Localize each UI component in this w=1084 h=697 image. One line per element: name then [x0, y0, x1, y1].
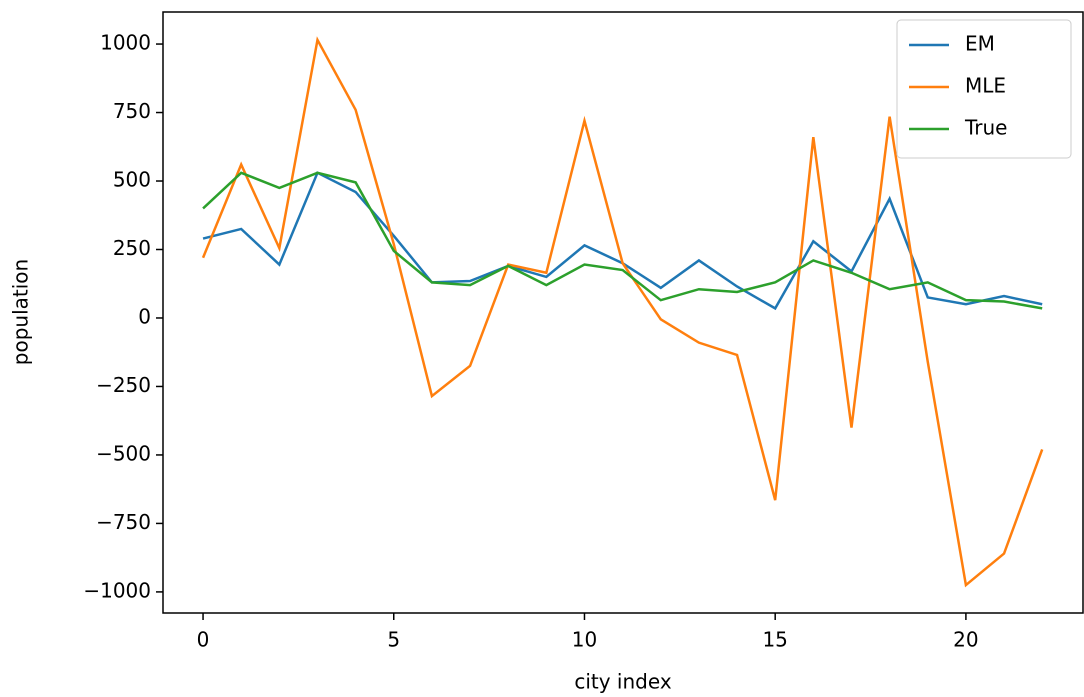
plot-frame — [162, 11, 1084, 614]
legend-label: EM — [965, 32, 995, 56]
y-tick-label: −750 — [96, 510, 151, 534]
legend-label: True — [964, 116, 1007, 140]
series-line — [201, 36, 1044, 588]
x-tick-label: 0 — [197, 628, 210, 652]
x-tick-label: 20 — [953, 628, 978, 652]
legend-label: MLE — [965, 74, 1006, 98]
x-tick-label: 10 — [572, 628, 597, 652]
y-tick-label: −1000 — [83, 578, 151, 602]
y-tick-label: 500 — [113, 168, 151, 192]
y-tick-label: 750 — [113, 99, 151, 123]
series-line — [202, 171, 1043, 310]
y-tick-label: 0 — [138, 304, 151, 328]
y-tick-label: 250 — [113, 236, 151, 260]
x-axis-label: city index — [574, 670, 671, 694]
y-tick-label: −500 — [96, 441, 151, 465]
y-tick-label: 1000 — [100, 31, 151, 55]
x-tick-label: 5 — [387, 628, 400, 652]
x-tick-label: 15 — [762, 628, 787, 652]
y-axis-label: population — [9, 259, 33, 365]
y-tick-label: −250 — [96, 373, 151, 397]
legend-box — [896, 19, 1072, 159]
